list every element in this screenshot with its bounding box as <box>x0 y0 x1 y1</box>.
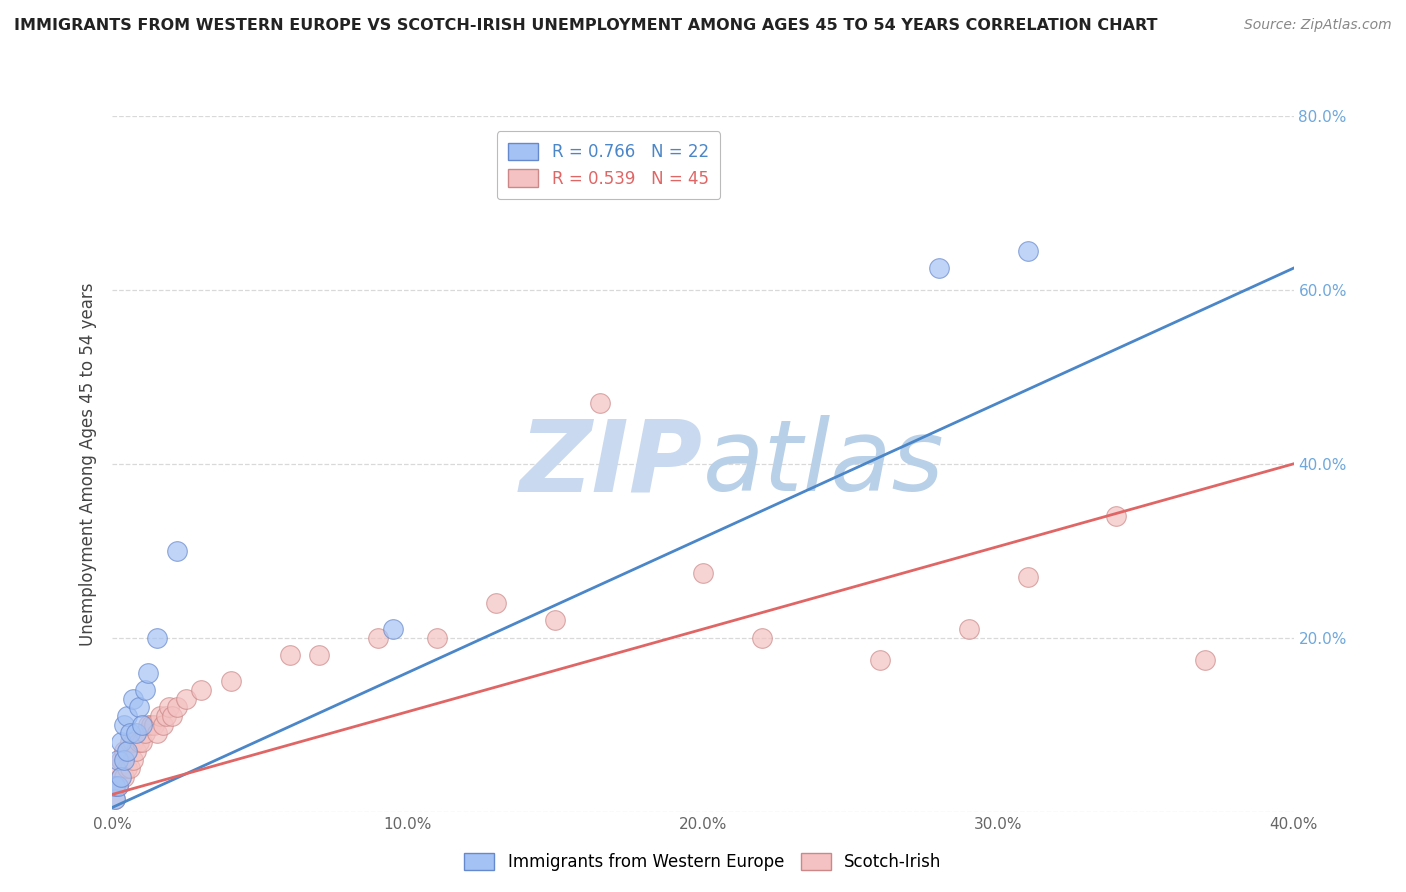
Point <box>160 709 183 723</box>
Point <box>117 761 138 775</box>
Text: atlas: atlas <box>703 416 945 512</box>
Point <box>367 631 389 645</box>
Legend: R = 0.766   N = 22, R = 0.539   N = 45: R = 0.766 N = 22, R = 0.539 N = 45 <box>496 131 720 199</box>
Point <box>112 770 135 784</box>
Point <box>120 761 142 775</box>
Point <box>125 744 148 758</box>
Point <box>308 648 330 662</box>
Point <box>1194 652 1216 666</box>
Point <box>485 596 508 610</box>
Point <box>122 753 145 767</box>
Point <box>146 726 169 740</box>
Point <box>928 261 950 276</box>
Point <box>122 735 145 749</box>
Point <box>120 735 142 749</box>
Point <box>136 665 159 680</box>
Point <box>112 753 135 767</box>
Point <box>107 779 129 793</box>
Point <box>149 709 172 723</box>
Legend: Immigrants from Western Europe, Scotch-Irish: Immigrants from Western Europe, Scotch-I… <box>456 845 950 880</box>
Text: ZIP: ZIP <box>520 416 703 512</box>
Point <box>125 726 148 740</box>
Point <box>107 779 129 793</box>
Point <box>107 753 129 767</box>
Point <box>110 735 132 749</box>
Point <box>1105 508 1128 523</box>
Point <box>117 709 138 723</box>
Point <box>134 726 156 740</box>
Point <box>117 744 138 758</box>
Point <box>104 791 127 805</box>
Point <box>692 566 714 580</box>
Point <box>128 735 150 749</box>
Y-axis label: Unemployment Among Ages 45 to 54 years: Unemployment Among Ages 45 to 54 years <box>79 282 97 646</box>
Point <box>1017 570 1039 584</box>
Point <box>190 683 212 698</box>
Text: Source: ZipAtlas.com: Source: ZipAtlas.com <box>1244 18 1392 32</box>
Point <box>382 622 405 636</box>
Point <box>155 709 177 723</box>
Point <box>112 744 135 758</box>
Point <box>120 726 142 740</box>
Point <box>117 744 138 758</box>
Point <box>104 791 127 805</box>
Point <box>157 700 180 714</box>
Point <box>146 631 169 645</box>
Point <box>174 691 197 706</box>
Point <box>128 700 150 714</box>
Point <box>957 622 980 636</box>
Point <box>588 396 610 410</box>
Point <box>136 717 159 731</box>
Point <box>152 717 174 731</box>
Point <box>166 700 188 714</box>
Point <box>142 717 165 731</box>
Point <box>166 543 188 558</box>
Point <box>869 652 891 666</box>
Point <box>1017 244 1039 258</box>
Point <box>112 717 135 731</box>
Point <box>104 779 127 793</box>
Text: IMMIGRANTS FROM WESTERN EUROPE VS SCOTCH-IRISH UNEMPLOYMENT AMONG AGES 45 TO 54 : IMMIGRANTS FROM WESTERN EUROPE VS SCOTCH… <box>14 18 1157 33</box>
Point <box>107 761 129 775</box>
Point <box>426 631 449 645</box>
Point <box>110 770 132 784</box>
Point <box>751 631 773 645</box>
Point <box>131 735 153 749</box>
Point <box>139 717 162 731</box>
Point <box>278 648 301 662</box>
Point <box>544 614 567 628</box>
Point <box>131 717 153 731</box>
Point <box>122 691 145 706</box>
Point <box>110 770 132 784</box>
Point <box>104 779 127 793</box>
Point <box>219 674 242 689</box>
Point <box>110 753 132 767</box>
Point <box>134 683 156 698</box>
